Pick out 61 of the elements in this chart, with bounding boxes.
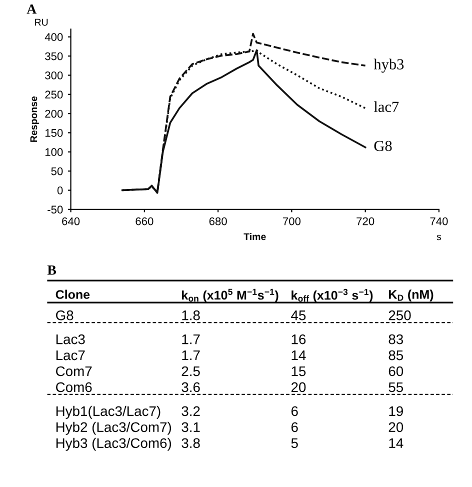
- y-tick-label: 250: [45, 90, 63, 99]
- text: 250: [388, 310, 411, 320]
- text: G8: [56, 310, 74, 320]
- text: 5: [291, 438, 298, 448]
- text: 1.7: [182, 350, 200, 360]
- x-tick-label: 700: [282, 217, 301, 226]
- text: 14: [389, 438, 404, 448]
- text: 19: [389, 406, 403, 416]
- text: Hyb1(Lac3/Lac7): [56, 406, 160, 419]
- text: 6: [291, 406, 298, 416]
- y-tick-label: 0: [57, 186, 63, 194]
- text: 5: [228, 288, 232, 295]
- x-tick-label: 740: [430, 217, 448, 226]
- text: 16: [292, 334, 306, 344]
- text: 60: [388, 366, 404, 376]
- text: Hyb3 (Lac3/Com6): [56, 438, 172, 451]
- text: 45: [291, 310, 306, 320]
- y-tick-label: 150: [45, 129, 63, 137]
- text: RU: [35, 18, 48, 26]
- series-label: lac7: [374, 101, 399, 112]
- text: 3.8: [182, 438, 200, 448]
- chart-title: A: [26, 4, 37, 14]
- x-axis-title: Time: [244, 232, 266, 240]
- y-tick-label: 50: [51, 167, 63, 176]
- x-tick-label: 640: [62, 217, 80, 226]
- text: 3.6: [182, 382, 200, 392]
- text: 55: [388, 382, 404, 392]
- text: 1.7: [182, 334, 200, 344]
- text: Com7: [56, 366, 92, 376]
- text: 83: [388, 334, 404, 344]
- text: Com6: [56, 382, 92, 392]
- text: Lac3: [56, 334, 85, 344]
- y-tick-label: 400: [44, 33, 63, 42]
- y-tick-label: -50: [48, 206, 63, 214]
- text: Lac7: [56, 350, 85, 360]
- text: 20: [388, 422, 404, 432]
- text: k$_{off}$ (x10$^{−3}$ s$^{−1}$): [292, 288, 373, 302]
- series-label: G8: [374, 140, 392, 152]
- text: Hyb2 (Lac3/Com7): [56, 422, 172, 435]
- text: 3.2: [182, 406, 200, 416]
- text: 85: [388, 350, 404, 360]
- text: 14: [292, 350, 306, 360]
- y-tick-label: 300: [45, 71, 63, 80]
- text: 2.5: [182, 366, 200, 376]
- y-tick-label: 100: [45, 148, 63, 156]
- x-tick-label: 720: [356, 217, 374, 226]
- text: 15: [292, 366, 306, 376]
- text: 1.8: [182, 310, 200, 320]
- series-label: hyb3: [374, 58, 404, 73]
- text: Clone: [56, 290, 90, 299]
- y-axis-title: Response: [30, 96, 40, 142]
- y-tick-label: 200: [45, 110, 63, 118]
- x-tick-label: 680: [209, 217, 227, 226]
- text: s: [436, 234, 442, 240]
- text: 3.1: [182, 422, 200, 432]
- text: K$_{D}$ (nM): [389, 290, 434, 302]
- text: B: [47, 266, 56, 275]
- y-tick-label: 350: [45, 52, 63, 60]
- text: 6: [291, 422, 298, 432]
- x-tick-label: 660: [136, 217, 154, 226]
- text: 20: [291, 382, 306, 392]
